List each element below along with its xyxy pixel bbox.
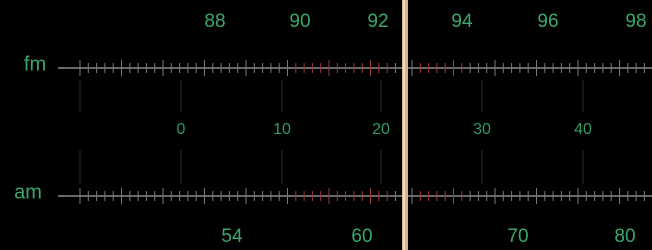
middle-scale-label: 20	[372, 121, 390, 138]
fm-scale-label: 92	[367, 11, 388, 32]
am-scale-label: 60	[351, 226, 372, 247]
am-band-label: am	[14, 181, 42, 203]
fm-band-label: fm	[24, 53, 46, 75]
fm-scale-label: 98	[625, 11, 646, 32]
fm-scale-label: 90	[289, 11, 310, 32]
fm-scale-label: 88	[204, 11, 225, 32]
middle-scale-label: 10	[273, 121, 291, 138]
dial-background	[0, 0, 652, 250]
middle-scale-label: 0	[177, 121, 186, 138]
radio-dial: fm am 88 90 92 94 96 98 0 10 20 30 40 54 60 70 80	[0, 0, 652, 250]
fm-scale-label: 96	[537, 11, 558, 32]
needle-highlight	[403, 0, 405, 250]
am-scale-label: 70	[507, 226, 528, 247]
middle-scale-label: 40	[574, 121, 592, 138]
middle-scale-label: 30	[473, 121, 491, 138]
page: {"dial": { "fm": {"name": "fm", "labels"…	[0, 0, 652, 250]
fm-scale-label: 94	[451, 11, 473, 32]
am-scale-label: 80	[614, 226, 635, 247]
am-scale-label: 54	[221, 226, 243, 247]
